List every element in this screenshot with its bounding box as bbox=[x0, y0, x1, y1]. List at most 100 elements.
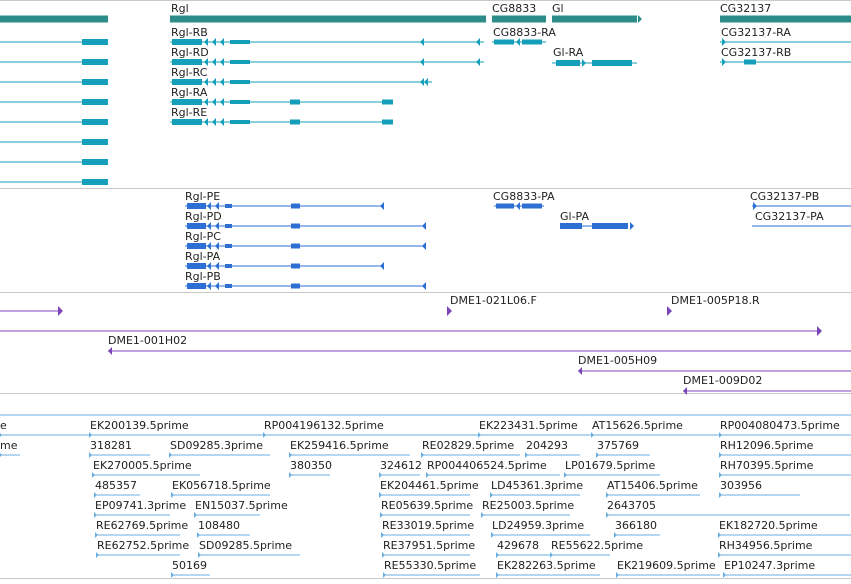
est-label[interactable]: EK200139.5prime bbox=[90, 419, 189, 432]
est-arrow bbox=[496, 552, 499, 558]
est-arrow bbox=[171, 572, 174, 578]
strand-arrow bbox=[58, 306, 63, 316]
est-label[interactable]: EP09741.3prime bbox=[95, 499, 186, 512]
est-arrow bbox=[289, 472, 292, 478]
protein-label[interactable]: CG8833-PA bbox=[493, 190, 555, 203]
est-label[interactable]: 108480 bbox=[198, 519, 240, 532]
transcript-label[interactable]: Rgl-RC bbox=[171, 66, 208, 79]
protein-label[interactable]: Rgl-PB bbox=[185, 270, 221, 283]
est-label[interactable]: RE05639.5prime bbox=[381, 499, 473, 512]
est-label[interactable]: AT15406.5prime bbox=[607, 479, 698, 492]
transcript-label[interactable]: CG8833-RA bbox=[493, 26, 556, 39]
exon bbox=[82, 159, 108, 165]
est-label[interactable]: AT15626.5prime bbox=[592, 419, 683, 432]
est-label[interactable]: EK223431.5prime bbox=[479, 419, 578, 432]
strand-arrow bbox=[420, 38, 424, 46]
est-label[interactable]: LD45361.3prime bbox=[491, 479, 583, 492]
est-label[interactable]: RE62752.5prime bbox=[97, 539, 189, 552]
est-label[interactable]: LD24959.3prime bbox=[492, 519, 584, 532]
exon bbox=[187, 223, 206, 229]
est-label[interactable]: RP004080473.5prime bbox=[720, 419, 840, 432]
est-arrow bbox=[481, 512, 484, 518]
gene-label[interactable]: CG8833 bbox=[492, 2, 536, 15]
est-label[interactable]: 318281 bbox=[90, 439, 132, 452]
est-label[interactable]: RE33019.5prime bbox=[382, 519, 474, 532]
est-label[interactable]: RE55330.5prime bbox=[384, 559, 476, 572]
est-label[interactable]: 380350 bbox=[290, 459, 332, 472]
protein-label[interactable]: Rgl-PC bbox=[185, 230, 221, 243]
strand-arrow bbox=[420, 58, 424, 66]
bac-end-marker bbox=[667, 306, 672, 316]
protein-label[interactable]: Gl-PA bbox=[560, 210, 589, 223]
bac-label[interactable]: DME1-005P18.R bbox=[671, 294, 760, 307]
strand-arrow bbox=[422, 282, 426, 290]
strand-arrow bbox=[212, 98, 216, 106]
protein-label[interactable]: Rgl-PA bbox=[185, 250, 221, 263]
est-label[interactable]: EK204461.5prime bbox=[380, 479, 479, 492]
strand-arrow bbox=[207, 262, 211, 270]
est-label[interactable]: SD09285.3prime bbox=[170, 439, 263, 452]
protein-label[interactable]: CG32137-PB bbox=[750, 190, 819, 203]
est-label[interactable]: EK270005.5prime bbox=[93, 459, 192, 472]
est-label[interactable]: RH34956.5prime bbox=[719, 539, 813, 552]
est-label[interactable]: RE55622.5prime bbox=[551, 539, 643, 552]
strand-arrow bbox=[516, 38, 520, 46]
est-label[interactable]: me bbox=[0, 439, 18, 452]
est-label[interactable]: RP004196132.5prime bbox=[264, 419, 384, 432]
gene-label[interactable]: CG32137 bbox=[720, 2, 771, 15]
est-label[interactable]: EK282263.5prime bbox=[497, 559, 596, 572]
transcript-label[interactable]: Rgl-RE bbox=[171, 106, 207, 119]
est-label[interactable]: EK219609.5prime bbox=[617, 559, 716, 572]
transcript-label[interactable]: Rgl-RB bbox=[171, 26, 208, 39]
est-label[interactable]: 485357 bbox=[95, 479, 137, 492]
transcript-label[interactable]: CG32137-RB bbox=[721, 46, 791, 59]
est-label[interactable]: RE37951.5prime bbox=[383, 539, 475, 552]
est-label[interactable]: SD09285.5prime bbox=[199, 539, 292, 552]
strand-arrow bbox=[212, 58, 216, 66]
est-arrow bbox=[379, 472, 382, 478]
transcript-label[interactable]: CG32137-RA bbox=[721, 26, 791, 39]
est-label[interactable]: 2643705 bbox=[607, 499, 656, 512]
est-label[interactable]: RH12096.5prime bbox=[720, 439, 814, 452]
strand-arrow bbox=[817, 326, 822, 336]
est-label[interactable]: 50169 bbox=[172, 559, 207, 572]
est-label[interactable]: EN15037.5prime bbox=[195, 499, 288, 512]
gene-label[interactable]: Gl bbox=[552, 2, 564, 15]
est-label[interactable]: 324612 bbox=[380, 459, 422, 472]
est-label[interactable]: RE02829.5prime bbox=[422, 439, 514, 452]
est-arrow bbox=[380, 512, 383, 518]
bac-label[interactable]: DME1-009D02 bbox=[683, 374, 762, 387]
strand-arrow bbox=[422, 242, 426, 250]
est-label[interactable]: EK259416.5prime bbox=[290, 439, 389, 452]
strand-arrow bbox=[220, 78, 224, 86]
transcript-label[interactable]: Rgl-RD bbox=[171, 46, 209, 59]
protein-label[interactable]: Rgl-PD bbox=[185, 210, 222, 223]
est-label[interactable]: 204293 bbox=[526, 439, 568, 452]
est-label[interactable]: 366180 bbox=[615, 519, 657, 532]
bac-label[interactable]: DME1-021L06.F bbox=[450, 294, 537, 307]
protein-label[interactable]: CG32137-PA bbox=[755, 210, 824, 223]
est-label[interactable]: RH70395.5prime bbox=[720, 459, 814, 472]
gene-label[interactable]: Rgl bbox=[171, 2, 189, 15]
bac-label[interactable]: DME1-001H02 bbox=[108, 334, 187, 347]
bac-label[interactable]: DME1-005H09 bbox=[578, 354, 657, 367]
est-label[interactable]: EK182720.5prime bbox=[719, 519, 818, 532]
gene-bar bbox=[170, 15, 486, 23]
transcript-label[interactable]: Rgl-RA bbox=[171, 86, 208, 99]
est-label[interactable]: RE25003.5prime bbox=[482, 499, 574, 512]
est-label[interactable]: RP004406524.5prime bbox=[427, 459, 547, 472]
protein-label[interactable]: Rgl-PE bbox=[185, 190, 220, 203]
est-label[interactable]: 375769 bbox=[597, 439, 639, 452]
est-label[interactable]: LP01679.5prime bbox=[565, 459, 656, 472]
est-label[interactable]: 429678 bbox=[497, 539, 539, 552]
exon bbox=[225, 284, 232, 288]
est-label[interactable]: e bbox=[0, 419, 7, 432]
est-label[interactable]: RE62769.5prime bbox=[96, 519, 188, 532]
protein-track: Rgl-PE Rgl-PD Rgl-PC Rgl-PA Rgl-PB CG8833-PA G… bbox=[185, 190, 851, 290]
transcript-label[interactable]: Gl-RA bbox=[553, 46, 584, 59]
est-label[interactable]: EK056718.5prime bbox=[172, 479, 271, 492]
strand-arrow bbox=[753, 202, 757, 210]
est-label[interactable]: 303956 bbox=[720, 479, 762, 492]
est-label[interactable]: EP10247.3prime bbox=[724, 559, 815, 572]
gene-bar bbox=[552, 15, 637, 23]
